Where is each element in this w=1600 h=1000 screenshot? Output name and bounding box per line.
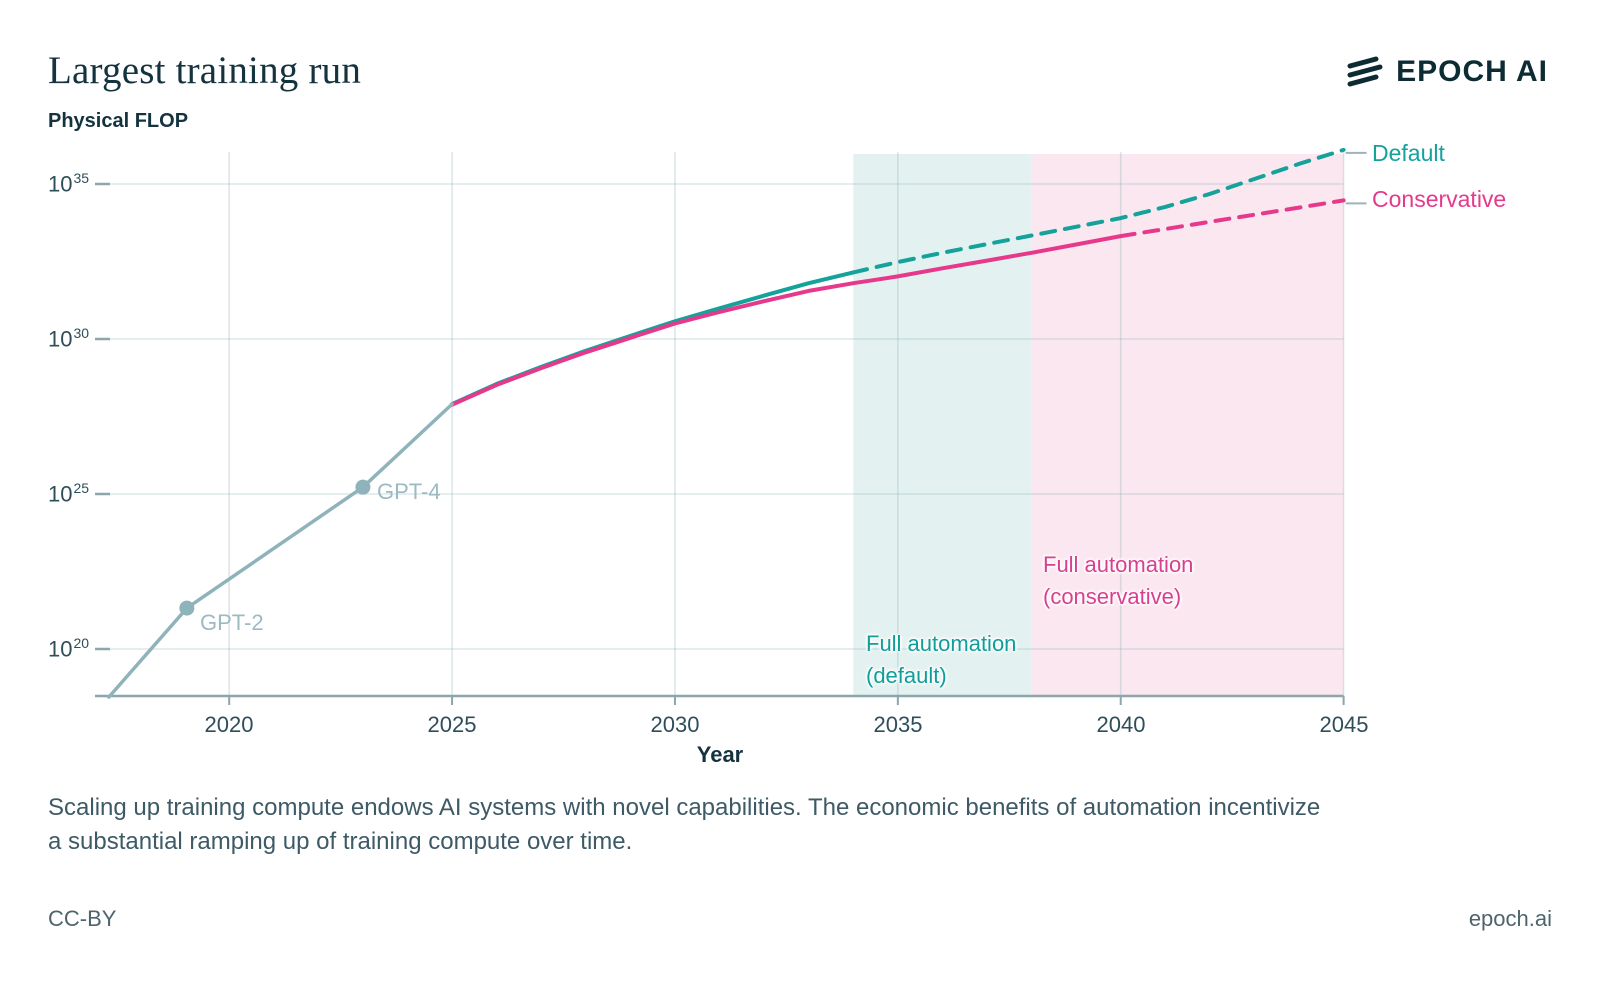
legend-label-default: Default	[1372, 140, 1445, 166]
y-tick-label-1e30: 1030	[48, 325, 90, 352]
page-title: Largest training run	[48, 49, 362, 92]
epoch-logo: EPOCH AI	[1344, 54, 1548, 90]
x-axis-title: Year	[696, 742, 744, 767]
region-label-conservative: Full automation (conservative)	[1043, 552, 1194, 609]
marker-label-gpt2: GPT-2	[200, 610, 264, 635]
line-historical	[107, 402, 454, 699]
footer-license: CC-BY	[48, 906, 117, 931]
x-tick-label-2020: 2020	[204, 712, 254, 737]
y-axis-unit-label: Physical FLOP	[48, 110, 189, 132]
marker-dot-gpt-4	[355, 479, 371, 495]
line-conservative-dashed	[1118, 198, 1346, 239]
region-default	[853, 154, 1032, 696]
legend-label-conservative: Conservative	[1372, 186, 1507, 212]
y-tick-label-1e25: 1025	[48, 480, 90, 507]
marker-label-gpt4: GPT-4	[377, 479, 441, 504]
line-conservative-solid	[450, 234, 1123, 407]
line-default-dashed	[851, 147, 1346, 275]
x-tick-label-2040: 2040	[1096, 712, 1146, 737]
x-tick-label-2030: 2030	[650, 712, 700, 737]
footer-site: epoch.ai	[1468, 906, 1552, 931]
brand-text: EPOCH AI	[1396, 55, 1548, 88]
marker-dot-gpt-2	[179, 600, 195, 616]
caption: Scaling up training compute endows AI sy…	[48, 794, 1321, 855]
region-label-default: Full automation (default)	[866, 631, 1017, 688]
y-tick-label-1e35: 1035	[48, 170, 90, 197]
y-tick-label-1e20: 1020	[48, 635, 90, 662]
x-tick-label-2025: 2025	[427, 712, 477, 737]
x-tick-label-2045: 2045	[1319, 712, 1369, 737]
epoch-logo-icon	[1347, 56, 1383, 87]
region-conservative	[1031, 154, 1344, 696]
x-tick-label-2035: 2035	[873, 712, 923, 737]
